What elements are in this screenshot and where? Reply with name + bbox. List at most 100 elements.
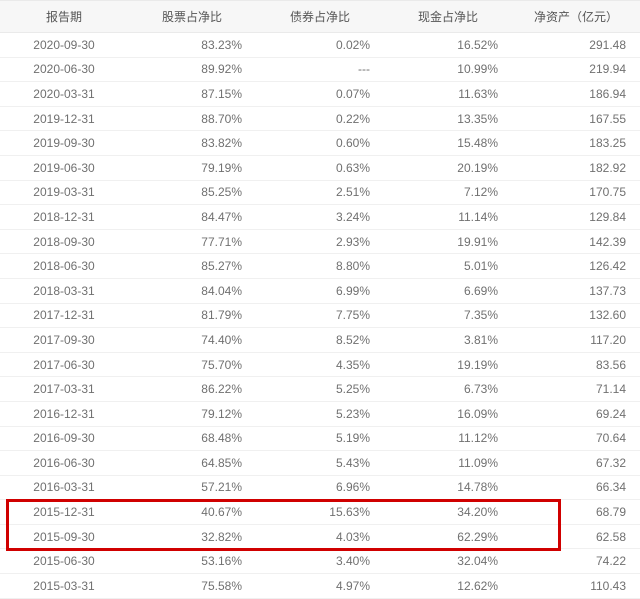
- cell-period: 2015-09-30: [0, 524, 128, 549]
- cell-value: 62.58: [512, 524, 640, 549]
- cell-value: 3.81%: [384, 328, 512, 353]
- cell-period: 2017-03-31: [0, 377, 128, 402]
- cell-value: 75.70%: [128, 352, 256, 377]
- cell-value: 16.52%: [384, 33, 512, 58]
- cell-value: 6.99%: [256, 278, 384, 303]
- table-row: 2019-12-3188.70%0.22%13.35%167.55: [0, 106, 640, 131]
- cell-value: 219.94: [512, 57, 640, 82]
- cell-period: 2015-12-31: [0, 500, 128, 525]
- cell-value: 11.12%: [384, 426, 512, 451]
- cell-value: 137.73: [512, 278, 640, 303]
- cell-value: 19.91%: [384, 229, 512, 254]
- cell-value: 0.02%: [256, 33, 384, 58]
- cell-value: 77.71%: [128, 229, 256, 254]
- cell-period: 2016-06-30: [0, 451, 128, 476]
- cell-value: 5.19%: [256, 426, 384, 451]
- cell-value: 87.15%: [128, 82, 256, 107]
- cell-value: 84.04%: [128, 278, 256, 303]
- cell-value: 3.40%: [256, 549, 384, 574]
- cell-value: 142.39: [512, 229, 640, 254]
- cell-period: 2018-06-30: [0, 254, 128, 279]
- cell-value: 11.14%: [384, 205, 512, 230]
- cell-value: ---: [256, 57, 384, 82]
- cell-value: 10.99%: [384, 57, 512, 82]
- cell-value: 0.07%: [256, 82, 384, 107]
- table-row: 2018-09-3077.71%2.93%19.91%142.39: [0, 229, 640, 254]
- cell-period: 2018-03-31: [0, 278, 128, 303]
- table-container: 报告期 股票占净比 债券占净比 现金占净比 净资产（亿元） 2020-09-30…: [0, 0, 640, 599]
- cell-value: 15.48%: [384, 131, 512, 156]
- table-row: 2015-09-3032.82%4.03%62.29%62.58: [0, 524, 640, 549]
- cell-value: 170.75: [512, 180, 640, 205]
- cell-period: 2020-03-31: [0, 82, 128, 107]
- cell-value: 57.21%: [128, 475, 256, 500]
- cell-value: 32.04%: [384, 549, 512, 574]
- col-report-period: 报告期: [0, 1, 128, 33]
- cell-value: 7.12%: [384, 180, 512, 205]
- table-row: 2016-03-3157.21%6.96%14.78%66.34: [0, 475, 640, 500]
- cell-value: 8.80%: [256, 254, 384, 279]
- cell-value: 4.03%: [256, 524, 384, 549]
- cell-value: 69.24: [512, 401, 640, 426]
- cell-value: 13.35%: [384, 106, 512, 131]
- table-row: 2018-03-3184.04%6.99%6.69%137.73: [0, 278, 640, 303]
- cell-value: 132.60: [512, 303, 640, 328]
- cell-value: 75.58%: [128, 574, 256, 599]
- cell-value: 81.79%: [128, 303, 256, 328]
- cell-value: 2.93%: [256, 229, 384, 254]
- cell-period: 2017-06-30: [0, 352, 128, 377]
- cell-value: 7.75%: [256, 303, 384, 328]
- table-row: 2015-12-3140.67%15.63%34.20%68.79: [0, 500, 640, 525]
- cell-period: 2015-06-30: [0, 549, 128, 574]
- col-stock-ratio: 股票占净比: [128, 1, 256, 33]
- cell-value: 3.24%: [256, 205, 384, 230]
- table-row: 2016-12-3179.12%5.23%16.09%69.24: [0, 401, 640, 426]
- cell-period: 2016-03-31: [0, 475, 128, 500]
- cell-period: 2018-12-31: [0, 205, 128, 230]
- table-row: 2020-09-3083.23%0.02%16.52%291.48: [0, 33, 640, 58]
- cell-value: 182.92: [512, 155, 640, 180]
- cell-value: 4.35%: [256, 352, 384, 377]
- cell-value: 19.19%: [384, 352, 512, 377]
- table-row: 2018-12-3184.47%3.24%11.14%129.84: [0, 205, 640, 230]
- cell-value: 7.35%: [384, 303, 512, 328]
- cell-value: 68.48%: [128, 426, 256, 451]
- cell-value: 5.43%: [256, 451, 384, 476]
- cell-value: 67.32: [512, 451, 640, 476]
- cell-value: 85.25%: [128, 180, 256, 205]
- cell-value: 11.63%: [384, 82, 512, 107]
- cell-value: 83.23%: [128, 33, 256, 58]
- table-row: 2015-03-3175.58%4.97%12.62%110.43: [0, 574, 640, 599]
- table-row: 2019-03-3185.25%2.51%7.12%170.75: [0, 180, 640, 205]
- cell-value: 129.84: [512, 205, 640, 230]
- cell-value: 74.22: [512, 549, 640, 574]
- cell-value: 62.29%: [384, 524, 512, 549]
- table-body: 2020-09-3083.23%0.02%16.52%291.482020-06…: [0, 33, 640, 599]
- cell-value: 88.70%: [128, 106, 256, 131]
- cell-value: 16.09%: [384, 401, 512, 426]
- cell-period: 2020-06-30: [0, 57, 128, 82]
- cell-value: 64.85%: [128, 451, 256, 476]
- cell-period: 2020-09-30: [0, 33, 128, 58]
- cell-value: 66.34: [512, 475, 640, 500]
- cell-period: 2019-06-30: [0, 155, 128, 180]
- cell-value: 15.63%: [256, 500, 384, 525]
- cell-value: 0.63%: [256, 155, 384, 180]
- cell-value: 0.60%: [256, 131, 384, 156]
- table-header-row: 报告期 股票占净比 债券占净比 现金占净比 净资产（亿元）: [0, 1, 640, 33]
- cell-value: 186.94: [512, 82, 640, 107]
- table-row: 2019-06-3079.19%0.63%20.19%182.92: [0, 155, 640, 180]
- col-bond-ratio: 债券占净比: [256, 1, 384, 33]
- cell-value: 14.78%: [384, 475, 512, 500]
- cell-value: 83.56: [512, 352, 640, 377]
- cell-period: 2019-03-31: [0, 180, 128, 205]
- cell-value: 84.47%: [128, 205, 256, 230]
- cell-value: 2.51%: [256, 180, 384, 205]
- cell-value: 89.92%: [128, 57, 256, 82]
- cell-value: 0.22%: [256, 106, 384, 131]
- cell-value: 11.09%: [384, 451, 512, 476]
- cell-value: 6.69%: [384, 278, 512, 303]
- cell-value: 86.22%: [128, 377, 256, 402]
- cell-value: 34.20%: [384, 500, 512, 525]
- cell-period: 2017-09-30: [0, 328, 128, 353]
